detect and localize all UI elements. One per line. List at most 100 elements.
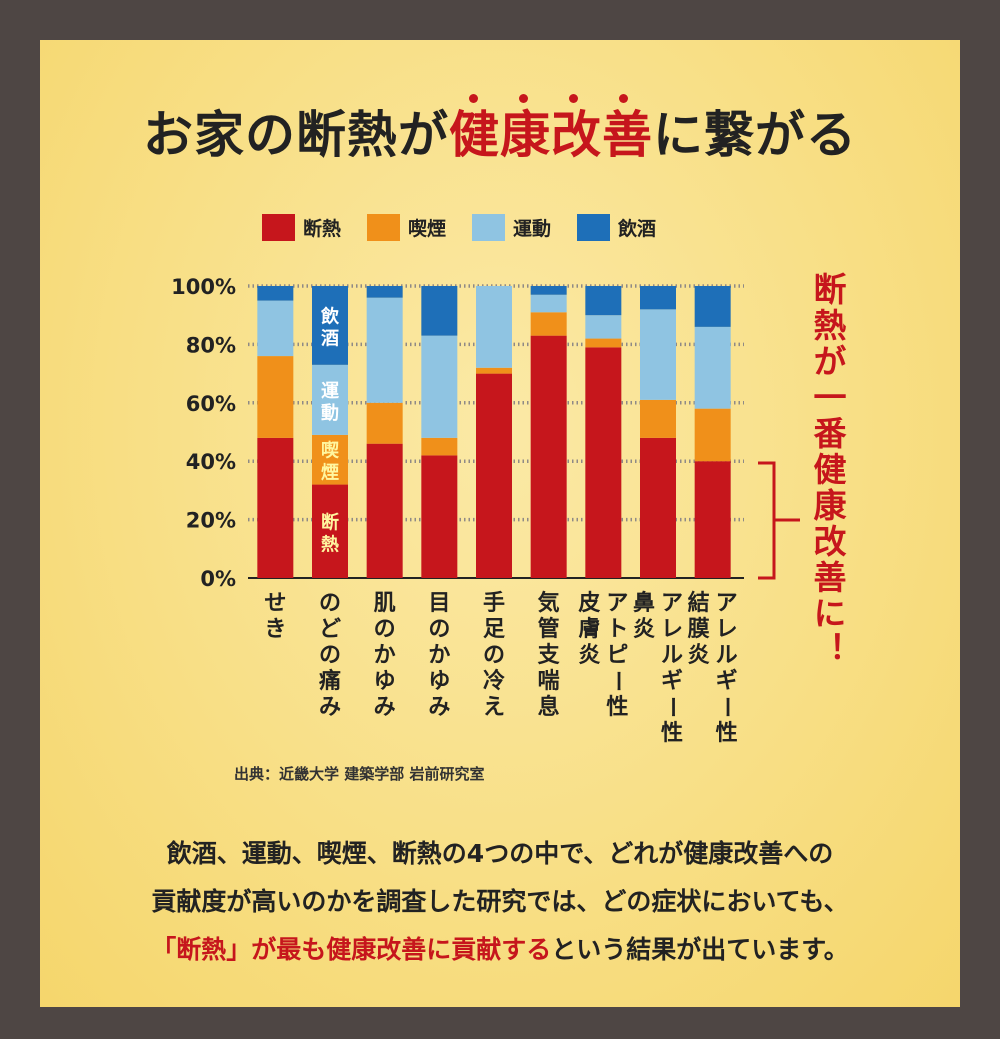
- x-category-label: ー: [604, 670, 629, 692]
- legend-swatch: [262, 214, 295, 241]
- y-tick-label: 60%: [186, 392, 236, 416]
- x-category-label: 肌: [374, 591, 396, 616]
- title-post: に繋がる: [653, 106, 857, 164]
- in-bar-label: 運: [321, 381, 339, 402]
- x-category-label: か: [374, 643, 396, 668]
- in-bar-label: 酒: [321, 327, 339, 349]
- x-category-label: ゆ: [374, 669, 396, 694]
- legend-label: 運動: [513, 218, 552, 240]
- x-category-label: 炎: [578, 643, 600, 668]
- bar-segment: [257, 437, 294, 578]
- bar-segment: [530, 286, 567, 295]
- x-category-label: 痛: [319, 668, 341, 694]
- x-category-label: き: [264, 617, 286, 642]
- bar-segment: [640, 309, 676, 400]
- bar-segment: [421, 335, 458, 438]
- x-category-label: ど: [319, 617, 341, 642]
- emphasis-dot: [519, 94, 528, 103]
- bar-segment: [312, 286, 348, 365]
- x-category-label: ト: [606, 617, 628, 642]
- x-category-label: 足: [483, 617, 505, 642]
- bar-segment: [694, 326, 731, 409]
- bar-segment: [421, 437, 458, 456]
- chart-legend: 断熱 喫煙 運動 飲酒: [262, 214, 656, 241]
- x-category-label: 炎: [688, 643, 710, 668]
- bar-segment: [257, 356, 294, 438]
- bar-segment: [694, 286, 731, 327]
- bar-segment: [585, 347, 622, 578]
- y-tick-label: 20%: [186, 509, 236, 533]
- x-category-label: の: [483, 643, 505, 668]
- bar-segment: [421, 286, 458, 336]
- bar-segment: [366, 402, 403, 444]
- body-line-3-rest: という結果が出ています。: [551, 935, 849, 964]
- in-bar-label: 喫: [321, 440, 340, 462]
- y-tick-label: 80%: [186, 333, 236, 357]
- bar-segment: [694, 408, 731, 462]
- x-category-label: 膚: [578, 617, 600, 642]
- legend-label: 飲酒: [618, 218, 657, 240]
- x-category-label: ー: [659, 696, 684, 718]
- x-category-label: 目: [428, 591, 450, 616]
- x-category-label: ー: [714, 696, 739, 718]
- x-category-label: ア: [661, 591, 683, 616]
- bar-segment: [585, 286, 622, 316]
- legend-swatch: [577, 214, 611, 241]
- x-category-label: の: [319, 591, 341, 616]
- x-category-label: ギ: [716, 669, 738, 694]
- x-category-label: ゆ: [428, 669, 450, 694]
- x-category-label: ア: [716, 591, 738, 616]
- bar-segment: [476, 373, 512, 578]
- x-category-label: ア: [606, 591, 628, 616]
- x-category-label: み: [428, 695, 450, 720]
- y-tick-label: 0%: [200, 567, 236, 591]
- title-highlight-text: 健康改善: [449, 106, 653, 164]
- bracket: [758, 461, 776, 580]
- x-category-label: 喘: [538, 668, 560, 694]
- x-category-label: レ: [716, 617, 738, 642]
- x-category-label: ピ: [606, 643, 628, 668]
- x-category-label: ギ: [661, 669, 683, 694]
- x-category-label: 性: [661, 721, 683, 746]
- in-bar-label: 熱: [321, 533, 339, 555]
- x-category-label: み: [374, 695, 396, 720]
- in-bar-label: 断: [321, 511, 339, 533]
- x-category-label: 鼻: [633, 590, 655, 616]
- legend-item: 運動: [472, 214, 551, 241]
- bar-segment: [476, 367, 512, 374]
- bar-segment: [640, 437, 676, 578]
- x-category-label: か: [428, 643, 450, 668]
- bar-segment: [640, 399, 676, 438]
- page-title: お家の断熱が 健康改善に繋がる: [0, 94, 1000, 167]
- x-category-label: 結: [688, 590, 710, 616]
- bar-segment: [421, 455, 458, 578]
- bar-segment: [257, 286, 294, 301]
- x-category-label: 膜: [688, 617, 710, 642]
- emphasis-dot: [569, 94, 578, 103]
- legend-item: 断熱: [262, 214, 341, 241]
- bar-segment: [476, 286, 512, 368]
- bar-segment: [585, 315, 622, 339]
- x-category-label: 皮: [578, 590, 600, 616]
- in-bar-label: 飲: [320, 305, 340, 327]
- bar-segment: [694, 461, 731, 578]
- emphasis-dot: [469, 94, 478, 103]
- bar-segment: [530, 335, 567, 578]
- bar-segment: [366, 297, 403, 403]
- x-category-label: せ: [264, 591, 286, 616]
- x-category-label: レ: [661, 617, 683, 642]
- bar-segment: [312, 434, 348, 485]
- legend-label: 喫煙: [408, 218, 447, 240]
- y-tick-label: 40%: [186, 450, 236, 474]
- emphasis-dot: [619, 94, 628, 103]
- side-annotation: 断熱が一番健康改善に！: [808, 272, 847, 668]
- x-category-label: 手: [483, 591, 505, 616]
- x-category-label: 息: [538, 694, 560, 720]
- x-category-label: 管: [538, 616, 560, 642]
- bar-segment: [640, 286, 676, 310]
- source-note: 出典：近畿大学 建築学部 岩前研究室: [234, 765, 485, 783]
- x-category-label: 冷: [483, 668, 505, 694]
- body-line-2: 貢献度が高いのかを調査した研究では、どの症状においても、: [151, 887, 849, 916]
- bar-segment: [530, 294, 567, 313]
- x-category-label: 性: [716, 721, 738, 746]
